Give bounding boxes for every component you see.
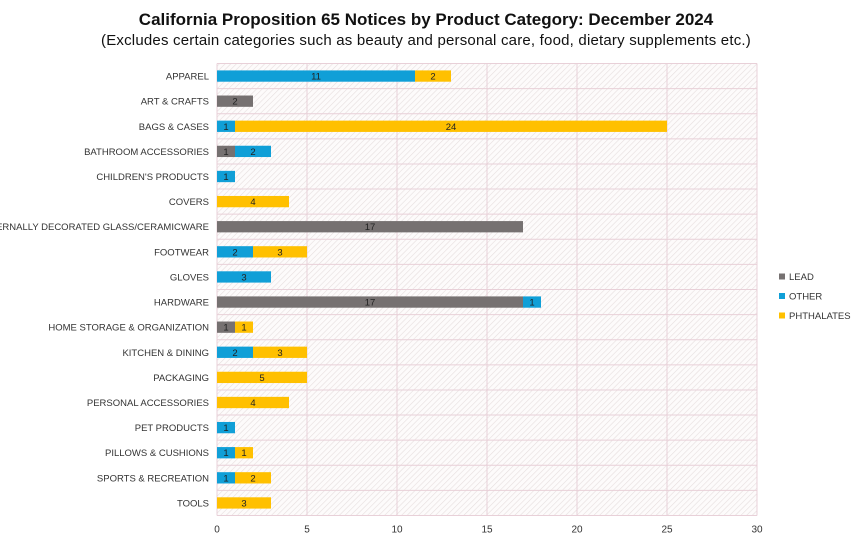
- data-label: 1: [223, 323, 228, 334]
- x-tick-label: 25: [661, 525, 673, 536]
- legend-label: OTHER: [789, 292, 822, 303]
- bar-phthalates: [235, 120, 667, 132]
- legend-swatch-phthalates: [779, 312, 785, 319]
- bar-lead: [217, 296, 523, 308]
- category-label: APPAREL: [166, 72, 209, 83]
- legend-swatch-other: [779, 293, 785, 299]
- category-label: PACKAGING: [153, 373, 209, 384]
- data-label: 2: [250, 147, 255, 158]
- bar-phthalates: [235, 321, 253, 333]
- data-label: 1: [223, 423, 228, 434]
- bar-phthalates: [217, 195, 289, 208]
- bar-other: [217, 170, 235, 183]
- category-label: CHILDREN'S PRODUCTS: [96, 172, 209, 183]
- data-label: 1: [241, 323, 246, 334]
- data-label: 1: [223, 172, 228, 183]
- data-label: 2: [250, 473, 255, 484]
- legend-label: LEAD: [789, 272, 814, 283]
- category-label: HOME STORAGE & ORGANIZATION: [48, 323, 209, 334]
- x-tick-label: 10: [391, 525, 403, 536]
- bar-phthalates: [235, 447, 253, 459]
- category-label: HARDWARE: [154, 298, 209, 309]
- bar-other: [217, 246, 253, 258]
- data-label: 3: [277, 348, 282, 359]
- category-label: PILLOWS & CUSHIONS: [105, 448, 209, 459]
- x-tick-label: 5: [304, 525, 310, 536]
- data-label: 1: [223, 448, 228, 459]
- data-label: 5: [259, 373, 264, 384]
- x-tick-label: 15: [481, 525, 493, 536]
- data-label: 24: [446, 122, 457, 133]
- bar-other: [217, 120, 235, 132]
- data-label: 4: [250, 197, 255, 208]
- chart-subtitle: (Excludes certain categories such as bea…: [101, 32, 751, 49]
- bar-other: [235, 145, 271, 158]
- data-label: 17: [365, 222, 376, 233]
- bar-phthalates: [253, 346, 307, 358]
- category-label: KITCHEN & DINING: [122, 348, 209, 359]
- data-label: 11: [311, 72, 321, 83]
- bar-lead: [217, 321, 235, 333]
- bar-phthalates: [217, 396, 289, 409]
- data-label: 4: [250, 398, 255, 409]
- data-label: 3: [241, 272, 246, 283]
- chart-title: California Proposition 65 Notices by Pro…: [138, 10, 714, 29]
- category-label: GLOVES: [170, 272, 209, 283]
- data-label: 3: [277, 247, 282, 258]
- data-label: 3: [241, 498, 246, 509]
- data-label: 1: [223, 147, 228, 158]
- category-label: TOOLS: [177, 498, 209, 509]
- bar-other: [217, 346, 253, 358]
- bar-lead: [217, 95, 253, 107]
- category-label: PET PRODUCTS: [135, 423, 209, 434]
- data-label: 2: [232, 97, 237, 108]
- bar-other: [217, 447, 235, 459]
- data-label: 1: [529, 298, 534, 309]
- legend-label: PHTHALATES: [789, 311, 851, 322]
- data-label: 1: [241, 448, 246, 459]
- bar-phthalates: [217, 371, 307, 384]
- bar-other: [217, 70, 415, 82]
- category-label: BATHROOM ACCESSORIES: [84, 147, 209, 158]
- bar-phthalates: [415, 70, 451, 82]
- x-tick-label: 0: [214, 525, 220, 536]
- data-label: 2: [232, 247, 237, 258]
- category-label: EXTERNALLY DECORATED GLASS/CERAMICWARE: [0, 222, 209, 233]
- bar-other: [523, 296, 541, 308]
- category-label: ART & CRAFTS: [141, 97, 209, 108]
- bar-other: [217, 421, 235, 434]
- bar-phthalates: [253, 246, 307, 258]
- data-label: 17: [365, 298, 376, 309]
- bar-phthalates: [217, 497, 271, 509]
- category-label: COVERS: [169, 197, 209, 208]
- x-tick-label: 30: [751, 525, 763, 536]
- bar-lead: [217, 221, 523, 233]
- category-label: FOOTWEAR: [154, 247, 209, 258]
- category-label: PERSONAL ACCESSORIES: [87, 398, 209, 409]
- bar-phthalates: [235, 472, 271, 484]
- legend-swatch-lead: [779, 273, 785, 280]
- bar-other: [217, 271, 271, 283]
- x-tick-label: 20: [571, 525, 583, 536]
- category-label: SPORTS & RECREATION: [97, 473, 209, 484]
- data-label: 1: [223, 473, 228, 484]
- bar-lead: [217, 145, 235, 158]
- category-label: BAGS & CASES: [139, 122, 209, 133]
- data-label: 1: [223, 122, 228, 133]
- data-label: 2: [430, 72, 435, 83]
- data-label: 2: [232, 348, 237, 359]
- bar-other: [217, 472, 235, 484]
